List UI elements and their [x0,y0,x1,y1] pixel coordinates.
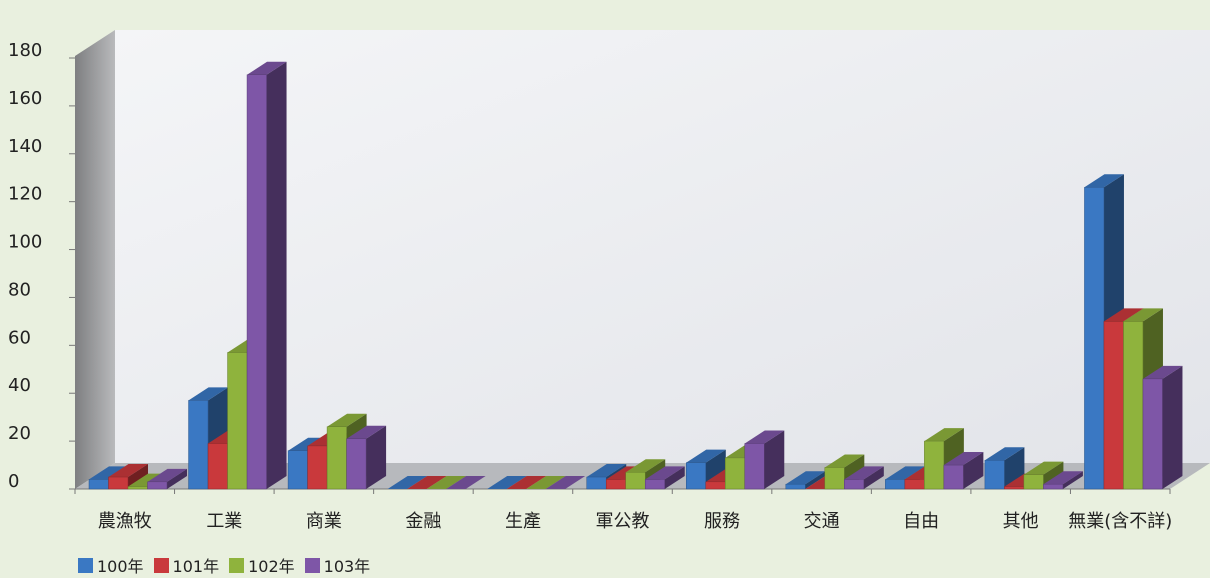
bar [943,452,984,490]
bar [446,476,486,489]
bar [545,476,586,489]
legend-label: 103年 [323,557,371,576]
x-tick-label: 商業 [306,511,342,532]
bar [526,476,566,489]
y-tick-label: 140 [8,136,42,157]
bar [407,476,447,489]
x-tick-label: 農漁牧 [98,511,152,532]
bar [346,425,387,490]
x-axis: 農漁牧 工業 商業 金融 生產 軍公教 服務 交通 自由 其他 無業(含不詳) [74,489,1172,532]
x-tick-label: 服務 [704,511,740,532]
bar [108,464,148,490]
legend-label: 100年 [97,557,144,576]
legend-item: 102年 [229,553,295,577]
bar [506,476,547,489]
y-tick-label: 180 [8,40,42,61]
x-tick-label: 無業(含不詳) [1068,511,1172,532]
bar [844,466,884,490]
y-tick-label: 20 [8,423,31,444]
bar [785,471,826,490]
legend-item: 100年 [78,553,144,577]
legend-swatch [229,557,245,573]
bar [1043,471,1083,490]
x-tick-label: 其他 [1003,511,1039,532]
legend-swatch [153,557,169,573]
y-tick-label: 80 [8,279,31,300]
y-tick-label: 160 [8,88,42,109]
y-tick-label: 60 [8,327,31,348]
bar [1142,365,1183,490]
bar [644,466,685,490]
legend-item: 101年 [153,553,220,577]
bar [824,454,865,490]
bar [387,476,428,489]
bars-layer [88,61,1183,490]
x-tick-label: 自由 [903,511,939,532]
chart-legend: 100年 101年 102年 103年 [78,553,370,577]
x-tick-label: 工業 [206,511,242,532]
bar [246,61,287,490]
side-wall [75,30,115,489]
back-wall [115,30,1210,463]
x-tick-label: 交通 [804,511,840,532]
y-tick-label: 0 [8,471,19,492]
y-tick-label: 120 [8,184,42,205]
legend-label: 101年 [172,557,220,576]
bar [744,430,785,490]
x-tick-label: 金融 [405,511,441,532]
bar [487,476,527,489]
bar [147,468,187,490]
legend-label: 102年 [248,557,295,576]
y-axis: 0 20 40 60 80 100 120 140 160 180 [8,40,75,492]
x-tick-label: 軍公教 [596,511,650,532]
x-tick-label: 生產 [505,511,541,532]
legend-swatch [304,557,320,573]
legend-item: 103年 [304,553,371,577]
y-tick-label: 100 [8,232,42,253]
y-tick-label: 40 [8,375,31,396]
bar [426,476,467,489]
legend-swatch [78,557,93,573]
